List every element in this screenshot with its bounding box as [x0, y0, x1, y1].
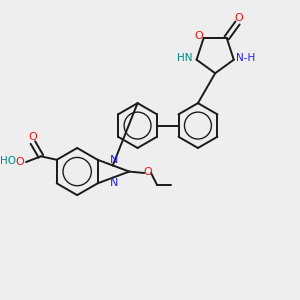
- Text: N: N: [110, 155, 118, 165]
- Text: HO: HO: [0, 156, 16, 166]
- Text: HN: HN: [177, 53, 192, 63]
- Text: N-H: N-H: [236, 53, 256, 63]
- Text: O: O: [144, 167, 153, 177]
- Text: O: O: [235, 13, 243, 23]
- Text: N: N: [110, 178, 118, 188]
- Text: O: O: [194, 32, 203, 41]
- Text: O: O: [16, 157, 24, 167]
- Text: O: O: [28, 132, 37, 142]
